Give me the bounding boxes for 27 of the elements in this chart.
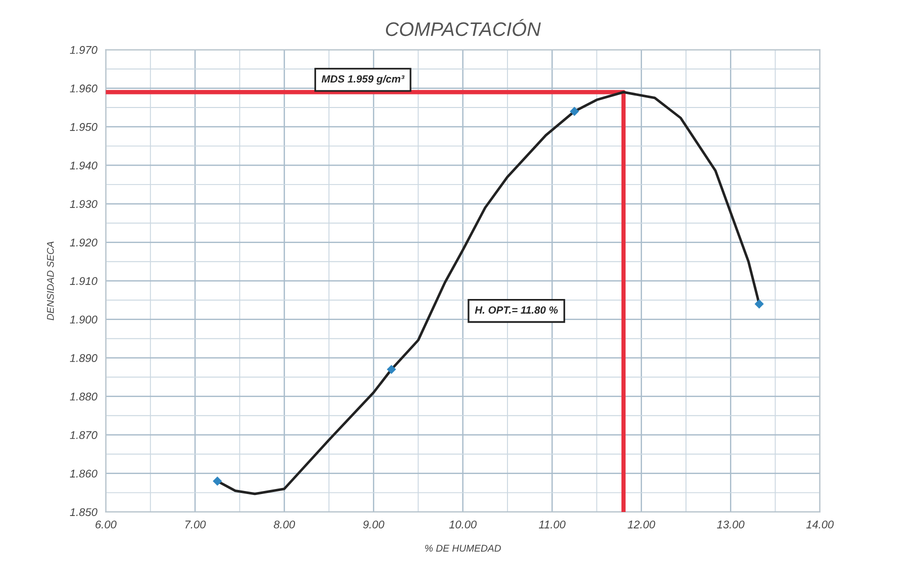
x-tick-label: 12.00 [628,520,656,528]
y-tick-label: 1.940 [70,162,98,170]
x-tick-label: 13.00 [717,520,744,528]
y-tick-label: 1.870 [70,431,98,440]
x-tick-label: 8.00 [274,520,296,528]
y-tick-label: 1.860 [70,470,98,478]
chart-title: COMPACTACIÓN [386,19,541,36]
y-tick-label: 1.850 [70,508,98,516]
y-axis-title: DENSIDAD SECA [46,242,54,320]
y-tick-label: 1.950 [70,123,98,131]
x-axis-title: % DE HUMEDAD [425,544,501,552]
y-tick-label: 1.970 [70,46,98,54]
y-tick-label: 1.920 [70,238,98,246]
x-tick-label: 10.00 [449,520,477,528]
y-tick-label: 1.930 [70,200,98,208]
annotation: MDS 1.959 g/cm³ [322,74,404,85]
y-tick-label: 1.890 [70,354,98,362]
x-tick-label: 9.00 [363,520,384,528]
x-tick-label: 11.00 [538,520,566,528]
x-tick-label: 14.00 [806,520,834,528]
y-tick-label: 1.880 [70,392,98,401]
annotation: H. OPT.= 11.80 % [474,306,558,314]
y-tick-label: 1.900 [70,316,98,324]
y-tick-label: 1.910 [70,277,98,285]
x-tick-label: 7.00 [185,520,206,528]
x-tick-label: 6.00 [96,520,117,528]
y-tick-label: 1.960 [70,84,98,92]
